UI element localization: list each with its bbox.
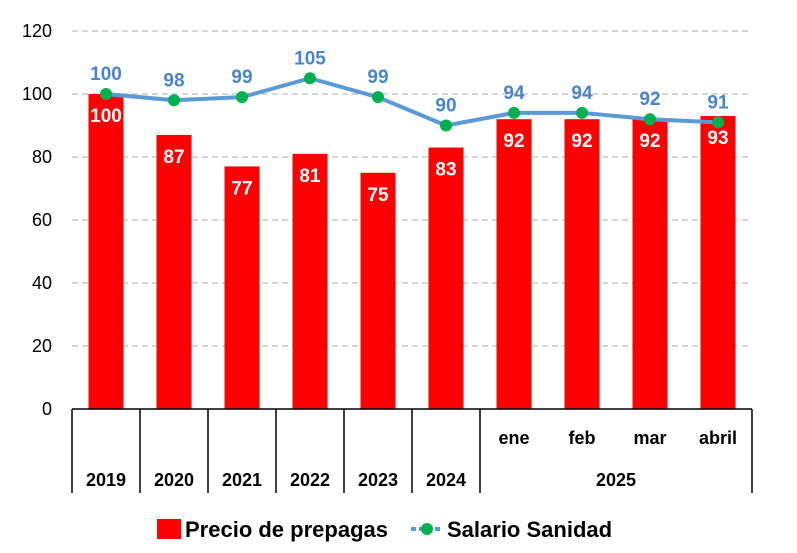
bar-value-label: 87 — [163, 147, 184, 168]
bar-abril — [700, 116, 736, 410]
y-axis-ticks: 0 20 40 60 80 100 120 — [22, 21, 52, 419]
bar-2021 — [224, 166, 260, 409]
legend-label-precio: Precio de prepagas — [185, 517, 388, 542]
x-tick-label: mar — [633, 428, 666, 448]
bar-value-label: 77 — [231, 178, 252, 199]
bar-ene — [496, 119, 532, 409]
group-label: 2019 — [86, 470, 126, 490]
bar-2020 — [156, 134, 192, 409]
salario-point-2019 — [100, 88, 112, 100]
legend-marker-salario — [421, 523, 433, 535]
y-tick-label: 60 — [32, 210, 52, 230]
x-tick-label: feb — [569, 428, 596, 448]
group-label: 2022 — [290, 470, 330, 490]
salario-point-abril — [712, 116, 724, 129]
salario-point-2021 — [236, 91, 248, 104]
line-series — [100, 72, 724, 132]
group-label: 2021 — [222, 470, 262, 490]
y-tick-label: 20 — [32, 336, 52, 356]
bar-value-label: 100 — [90, 106, 122, 127]
bar-2019 — [88, 94, 124, 409]
bar-mar — [632, 119, 668, 409]
line-value-label: 91 — [707, 92, 729, 113]
salario-point-ene — [508, 106, 520, 119]
line-value-label: 99 — [367, 67, 388, 88]
x-tick-label: abril — [699, 428, 737, 448]
line-value-label: 105 — [294, 48, 326, 69]
line-value-label: 94 — [571, 83, 593, 104]
line-value-label: 94 — [503, 83, 525, 104]
group-label: 2023 — [358, 470, 398, 490]
salario-point-2023 — [372, 91, 384, 104]
legend-swatch-precio — [157, 519, 181, 539]
bar-2024 — [428, 147, 464, 410]
bar-value-label: 81 — [299, 166, 321, 187]
y-tick-label: 120 — [22, 21, 52, 41]
bar-value-label: 92 — [503, 131, 524, 152]
salario-point-2020 — [168, 94, 180, 107]
legend: Precio de prepagas Salario Sanidad — [157, 517, 612, 542]
line-value-label: 90 — [435, 96, 456, 117]
line-value-label: 92 — [639, 89, 660, 110]
y-tick-label: 100 — [22, 84, 52, 104]
line-value-label: 100 — [90, 64, 122, 85]
data-labels: 100 87 77 81 75 83 92 92 92 93 100 98 99 105 99 90 94 94 9… — [90, 48, 729, 206]
bar-2022 — [292, 153, 328, 409]
bar-value-label: 92 — [639, 131, 660, 152]
group-label: 2024 — [426, 470, 466, 490]
y-tick-label: 0 — [42, 399, 52, 419]
salario-point-2024 — [440, 119, 452, 132]
salario-point-feb — [576, 106, 588, 119]
bar-value-label: 93 — [707, 128, 728, 149]
y-tick-label: 40 — [32, 273, 52, 293]
bar-feb — [564, 119, 600, 409]
salario-line — [105, 76, 719, 128]
bar-series — [88, 94, 736, 410]
bar-2023 — [360, 172, 396, 409]
group-label: 2025 — [596, 470, 636, 490]
line-value-label: 99 — [231, 67, 252, 88]
y-tick-label: 80 — [32, 147, 52, 167]
bar-value-label: 92 — [571, 131, 592, 152]
line-value-label: 98 — [163, 70, 184, 91]
category-axis: 2019 2020 2021 2022 2023 2024 2025 ene feb mar abr… — [71, 408, 753, 493]
x-tick-label: ene — [498, 428, 529, 448]
bar-value-label: 83 — [435, 160, 456, 181]
legend-label-salario: Salario Sanidad — [447, 517, 612, 542]
salario-point-mar — [644, 113, 656, 126]
bar-value-label: 75 — [367, 185, 389, 206]
salario-point-2022 — [304, 72, 316, 85]
group-label: 2020 — [154, 470, 194, 490]
